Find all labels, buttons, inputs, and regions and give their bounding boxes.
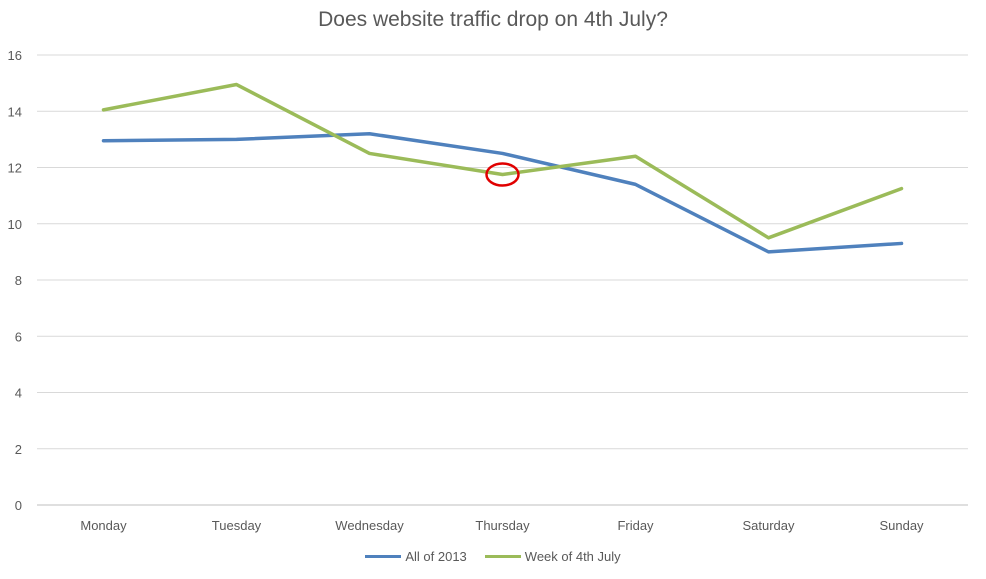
y-tick-label: 4	[15, 386, 22, 401]
x-tick-label: Monday	[80, 518, 127, 533]
x-tick-label: Wednesday	[335, 518, 404, 533]
x-axis-tick-labels: Monday Tuesday Wednesday Thursday Friday Satu…	[80, 518, 924, 533]
legend: All of 2013 Week of 4th July	[0, 549, 986, 564]
y-tick-label: 2	[15, 442, 22, 457]
series-lines	[101, 82, 904, 254]
highlight-circle	[485, 162, 520, 187]
legend-label: Week of 4th July	[524, 549, 621, 564]
y-tick-label: 14	[8, 104, 22, 119]
series-line-1	[101, 132, 904, 254]
y-tick-label: 0	[15, 498, 22, 513]
legend-item: All of 2013	[365, 549, 467, 564]
legend-swatch	[365, 555, 402, 558]
y-tick-label: 8	[15, 273, 22, 288]
y-tick-label: 6	[15, 329, 22, 344]
series-line-2	[101, 82, 904, 240]
annotations	[485, 162, 520, 187]
chart-title: Does website traffic drop on 4th July?	[318, 8, 668, 31]
x-tick-label: Sunday	[879, 518, 924, 533]
legend-swatch	[484, 555, 521, 558]
x-tick-label: Thursday	[475, 518, 530, 533]
gridlines	[37, 54, 968, 506]
legend-item: Week of 4th July	[484, 549, 621, 564]
x-tick-label: Tuesday	[212, 518, 262, 533]
y-axis-tick-labels: 0 2 4 6 8 10 12 14 16	[8, 48, 22, 513]
x-tick-label: Friday	[617, 518, 654, 533]
legend-label: All of 2013	[405, 549, 467, 564]
x-tick-label: Saturday	[742, 518, 795, 533]
y-tick-label: 12	[8, 161, 22, 176]
y-tick-label: 10	[8, 217, 22, 232]
y-tick-label: 16	[8, 48, 22, 63]
